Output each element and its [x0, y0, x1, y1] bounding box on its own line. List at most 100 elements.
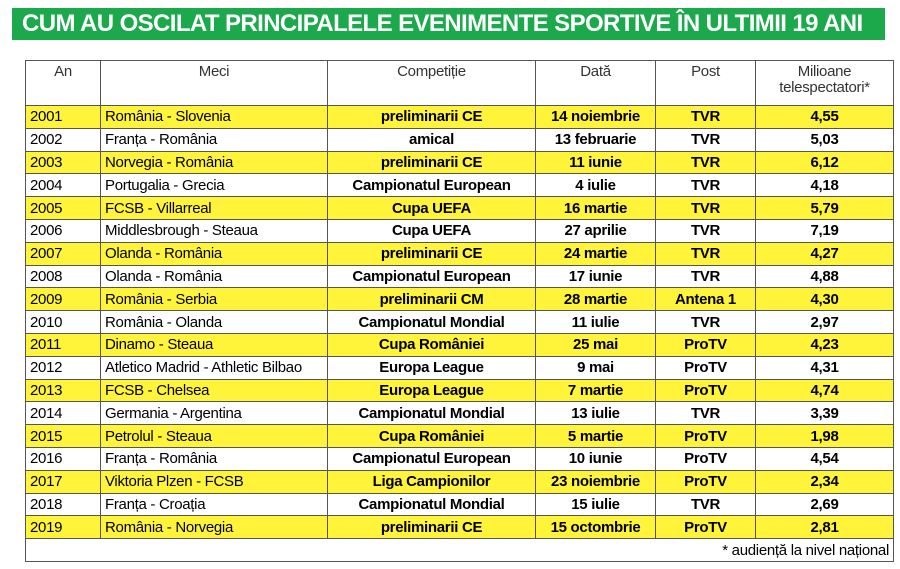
- table-cell: Franța - România: [100, 446, 328, 471]
- table-cell: Middlesbrough - Steaua: [100, 218, 328, 243]
- table-cell: 14 noiembrie: [535, 105, 656, 129]
- table-cell: 2004: [25, 173, 101, 198]
- table-row: 2006 Middlesbrough - Steaua Cupa UEFA 27 ap…: [25, 218, 894, 243]
- table-cell: 4,23: [755, 332, 894, 357]
- table-cell: 2,81: [755, 515, 894, 540]
- table-cell: Franța - Croația: [100, 492, 328, 517]
- table-cell: Olanda - România: [100, 241, 328, 266]
- table-cell: 4,74: [755, 378, 894, 403]
- table-cell: Campionatul Mondial: [327, 310, 536, 334]
- table-row: 2010 România - Olanda Campionatul Mondial 1…: [25, 310, 894, 334]
- table-cell: 2016: [25, 446, 101, 471]
- table-cell: Campionatul European: [327, 446, 536, 471]
- table-cell: 7,19: [755, 218, 894, 243]
- table-cell: 2008: [25, 264, 101, 289]
- table-cell: 2019: [25, 515, 101, 540]
- table-cell: 6,12: [755, 150, 894, 175]
- table-cell: 4,18: [755, 173, 894, 198]
- table-cell: ProTV: [655, 469, 756, 494]
- table-cell: TVR: [655, 241, 756, 266]
- footnote-row: * audiență la nivel național: [25, 538, 894, 562]
- table-cell: Dinamo - Steaua: [100, 332, 328, 357]
- table-cell: 5 martie: [535, 424, 656, 448]
- table-cell: 25 mai: [535, 332, 656, 357]
- column-header: Milioane telespectatori*: [755, 60, 894, 106]
- table-cell: 2018: [25, 492, 101, 517]
- table-cell: 2014: [25, 401, 101, 426]
- table-cell: 27 aprilie: [535, 218, 656, 243]
- column-header: Competiție: [327, 60, 536, 106]
- table-cell: TVR: [655, 492, 756, 517]
- header-row: An Meci Competiție Dată Post Milioane telespe…: [25, 60, 894, 106]
- table-cell: 2003: [25, 150, 101, 175]
- table-cell: 2001: [25, 105, 101, 129]
- table-cell: Campionatul European: [327, 264, 536, 289]
- table-cell: 5,03: [755, 127, 894, 152]
- table-cell: preliminarii CE: [327, 105, 536, 129]
- table-cell: preliminarii CE: [327, 150, 536, 175]
- table-cell: România - Olanda: [100, 310, 328, 334]
- table-cell: 3,39: [755, 401, 894, 426]
- table-cell: 2017: [25, 469, 101, 494]
- table-cell: Viktoria Plzen - FCSB: [100, 469, 328, 494]
- table-cell: Cupa României: [327, 424, 536, 448]
- table-row: 2001 România - Slovenia preliminarii CE 14 …: [25, 105, 894, 129]
- table-cell: România - Serbia: [100, 287, 328, 312]
- table-body: 2001 România - Slovenia preliminarii CE 14 …: [25, 105, 894, 540]
- table-cell: 1,98: [755, 424, 894, 448]
- table-row: 2015 Petrolul - Steaua Cupa României 5 mart…: [25, 424, 894, 448]
- table-cell: 2005: [25, 196, 101, 220]
- table-cell: 4,27: [755, 241, 894, 266]
- table-cell: TVR: [655, 218, 756, 243]
- table-cell: Cupa UEFA: [327, 218, 536, 243]
- table-cell: 2007: [25, 241, 101, 266]
- table-cell: 4,55: [755, 105, 894, 129]
- table-cell: 7 martie: [535, 378, 656, 403]
- table-cell: Europa League: [327, 378, 536, 403]
- table-cell: Antena 1: [655, 287, 756, 312]
- table: An Meci Competiție Dată Post Milioane telespe…: [25, 60, 894, 562]
- table-cell: TVR: [655, 310, 756, 334]
- table-cell: Cupa României: [327, 332, 536, 357]
- table-cell: Atletico Madrid - Athletic Bilbao: [100, 355, 328, 380]
- table-cell: 2010: [25, 310, 101, 334]
- table-cell: 13 iulie: [535, 401, 656, 426]
- table-cell: 2015: [25, 424, 101, 448]
- table-row: 2008 Olanda - România Campionatul European…: [25, 264, 894, 289]
- table-row: 2004 Portugalia - Grecia Campionatul Europ…: [25, 173, 894, 198]
- table-row: 2009 România - Serbia preliminarii CM 28 ma…: [25, 287, 894, 312]
- table-row: 2013 FCSB - Chelsea Europa League 7 martie P…: [25, 378, 894, 403]
- table-cell: Germania - Argentina: [100, 401, 328, 426]
- table-cell: Liga Campionilor: [327, 469, 536, 494]
- table-cell: 15 iulie: [535, 492, 656, 517]
- table-cell: 10 iunie: [535, 446, 656, 471]
- column-header: Post: [655, 60, 756, 106]
- table-cell: TVR: [655, 196, 756, 220]
- table-cell: 4,54: [755, 446, 894, 471]
- table-cell: ProTV: [655, 424, 756, 448]
- table-cell: TVR: [655, 127, 756, 152]
- table-cell: TVR: [655, 150, 756, 175]
- table-row: 2018 Franța - Croația Campionatul Mondial 1…: [25, 492, 894, 517]
- table-cell: 23 noiembrie: [535, 469, 656, 494]
- table-cell: 4,88: [755, 264, 894, 289]
- table-cell: 4,30: [755, 287, 894, 312]
- table-cell: preliminarii CE: [327, 241, 536, 266]
- table-row: 2011 Dinamo - Steaua Cupa României 25 mai Pr…: [25, 332, 894, 357]
- table-cell: FCSB - Villarreal: [100, 196, 328, 220]
- table-cell: 13 februarie: [535, 127, 656, 152]
- table-row: 2002 Franța - România amical 13 februarie TV…: [25, 127, 894, 152]
- table-row: 2016 Franța - România Campionatul European…: [25, 446, 894, 471]
- table-cell: ProTV: [655, 446, 756, 471]
- table-cell: 17 iunie: [535, 264, 656, 289]
- table-row: 2012 Atletico Madrid - Athletic Bilbao Eur…: [25, 355, 894, 380]
- table-cell: 11 iulie: [535, 310, 656, 334]
- table-cell: 2013: [25, 378, 101, 403]
- table-row: 2003 Norvegia - România preliminarii CE 11 …: [25, 150, 894, 175]
- table-cell: TVR: [655, 173, 756, 198]
- table-cell: 2,69: [755, 492, 894, 517]
- table-row: 2019 România - Norvegia preliminarii CE 15 …: [25, 515, 894, 540]
- table-cell: 2009: [25, 287, 101, 312]
- table-cell: 4,31: [755, 355, 894, 380]
